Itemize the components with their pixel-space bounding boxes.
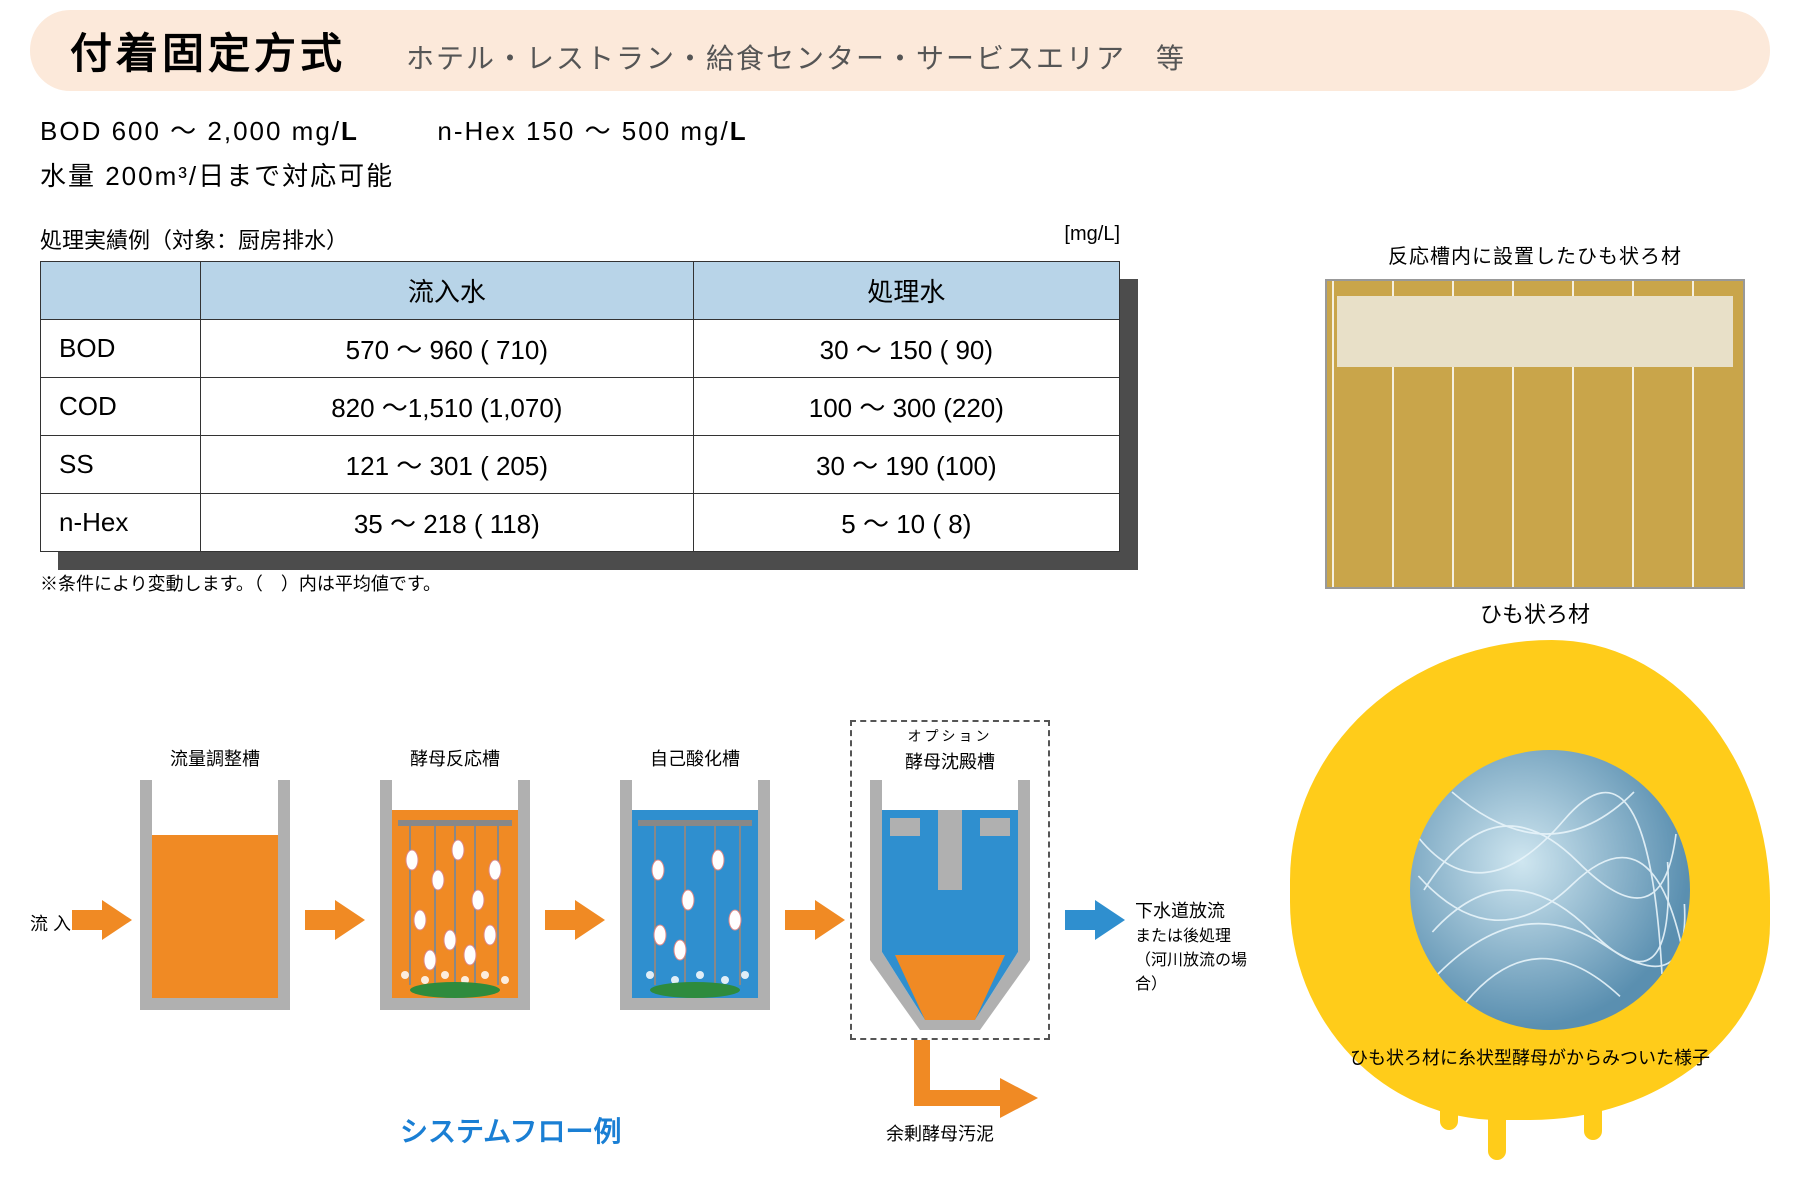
cell-out: 30 ～ 190 (100) — [693, 436, 1119, 494]
cell-in: 820 ～1,510 (1,070) — [201, 378, 694, 436]
page-header: 付着固定方式 ホテル・レストラン・給食センター・サービスエリア 等 — [30, 10, 1770, 91]
cell-in: 570 ～ 960 ( 710) — [201, 320, 694, 378]
arrow-icon — [785, 900, 845, 940]
sludge-label: 余剰酵母汚泥 — [850, 1120, 1030, 1146]
microscope-image — [1410, 750, 1690, 1030]
photo-label: ひも状ろ材 — [1310, 597, 1760, 629]
arrow-icon — [545, 900, 605, 940]
cell-out: 30 ～ 150 ( 90) — [693, 320, 1119, 378]
cell-in: 35 ～ 218 ( 118) — [201, 494, 694, 552]
row-label: BOD — [41, 320, 201, 378]
arrow-icon — [305, 900, 365, 940]
flow-title: システムフロー例 — [400, 1110, 621, 1150]
cell-out: 100 ～ 300 (220) — [693, 378, 1119, 436]
spec-block: BOD 600 ～ 2,000 mg/L n-Hex 150 ～ 500 mg/… — [40, 111, 1760, 193]
row-label: COD — [41, 378, 201, 436]
spec-nhex: n-Hex 150 ～ 500 mg/ — [437, 116, 729, 146]
th-out: 処理水 — [693, 262, 1119, 320]
table-row: n-Hex 35 ～ 218 ( 118) 5 ～ 10 ( 8) — [41, 494, 1120, 552]
table-row: BOD570 ～ 960 ( 710)30 ～ 150 ( 90) — [41, 320, 1120, 378]
tank3-label: 自己酸化槽 — [605, 745, 785, 771]
cell-out: 5 ～ 10 ( 8) — [693, 494, 1119, 552]
option-box: オプション 酵母沈殿槽 — [850, 720, 1050, 1040]
cell-in: 121 ～ 301 ( 205) — [201, 436, 694, 494]
table-row: SS121 ～ 301 ( 205)30 ～ 190 (100) — [41, 436, 1120, 494]
flow-diagram: 流 入 流量調整槽 酵母反応槽 — [30, 720, 1260, 1150]
tank3 — [620, 780, 770, 1010]
sludge-arrow-icon — [910, 1040, 1040, 1120]
table-row: COD820 ～1,510 (1,070)100 ～ 300 (220) — [41, 378, 1120, 436]
tank4-label: 酵母沈殿槽 — [852, 748, 1048, 774]
th-blank — [41, 262, 201, 320]
outflow-a: 下水道放流 — [1135, 898, 1260, 925]
table-note: ※条件により変動します。（ ）内は平均値です。 — [40, 570, 1120, 596]
photo-caption-top: 反応槽内に設置したひも状ろ材 — [1310, 240, 1760, 269]
results-table-wrap: 処理実績例（対象：厨房排水） [mg/L] 流入水 処理水 BOD570 ～ 9… — [40, 223, 1120, 596]
filter-media-photo — [1325, 279, 1745, 589]
blob-caption: ひも状ろ材に糸状型酵母がからみついた様子 — [1290, 1044, 1770, 1070]
results-table: 流入水 処理水 BOD570 ～ 960 ( 710)30 ～ 150 ( 90… — [40, 261, 1120, 552]
yeast-blob: ひも状ろ材に糸状型酵母がからみついた様子 — [1290, 640, 1770, 1120]
header-title: 付着固定方式 — [70, 20, 346, 81]
header-subtitle: ホテル・レストラン・給食センター・サービスエリア 等 — [406, 37, 1186, 77]
arrow-icon — [1065, 900, 1125, 940]
outflow-b: または後処理（河川放流の場合） — [1135, 925, 1260, 997]
right-column: 反応槽内に設置したひも状ろ材 ひも状ろ材 — [1310, 240, 1760, 629]
inflow-label: 流 入 — [30, 910, 71, 936]
th-in: 流入水 — [201, 262, 694, 320]
option-label: オプション — [852, 726, 1048, 746]
tank2 — [380, 780, 530, 1010]
row-label: SS — [41, 436, 201, 494]
tank1 — [140, 780, 290, 1010]
table-unit: [mg/L] — [1064, 223, 1120, 246]
spec-bod: BOD 600 ～ 2,000 mg/ — [40, 116, 341, 146]
arrow-icon — [72, 900, 132, 940]
table-caption: 処理実績例（対象：厨房排水） — [40, 223, 1120, 255]
tank1-label: 流量調整槽 — [125, 745, 305, 771]
row-label: n-Hex — [41, 494, 201, 552]
tank2-label: 酵母反応槽 — [365, 745, 545, 771]
tank4 — [870, 780, 1030, 1040]
spec-volume: 水量 200m³/日まで対応可能 — [40, 156, 1760, 193]
